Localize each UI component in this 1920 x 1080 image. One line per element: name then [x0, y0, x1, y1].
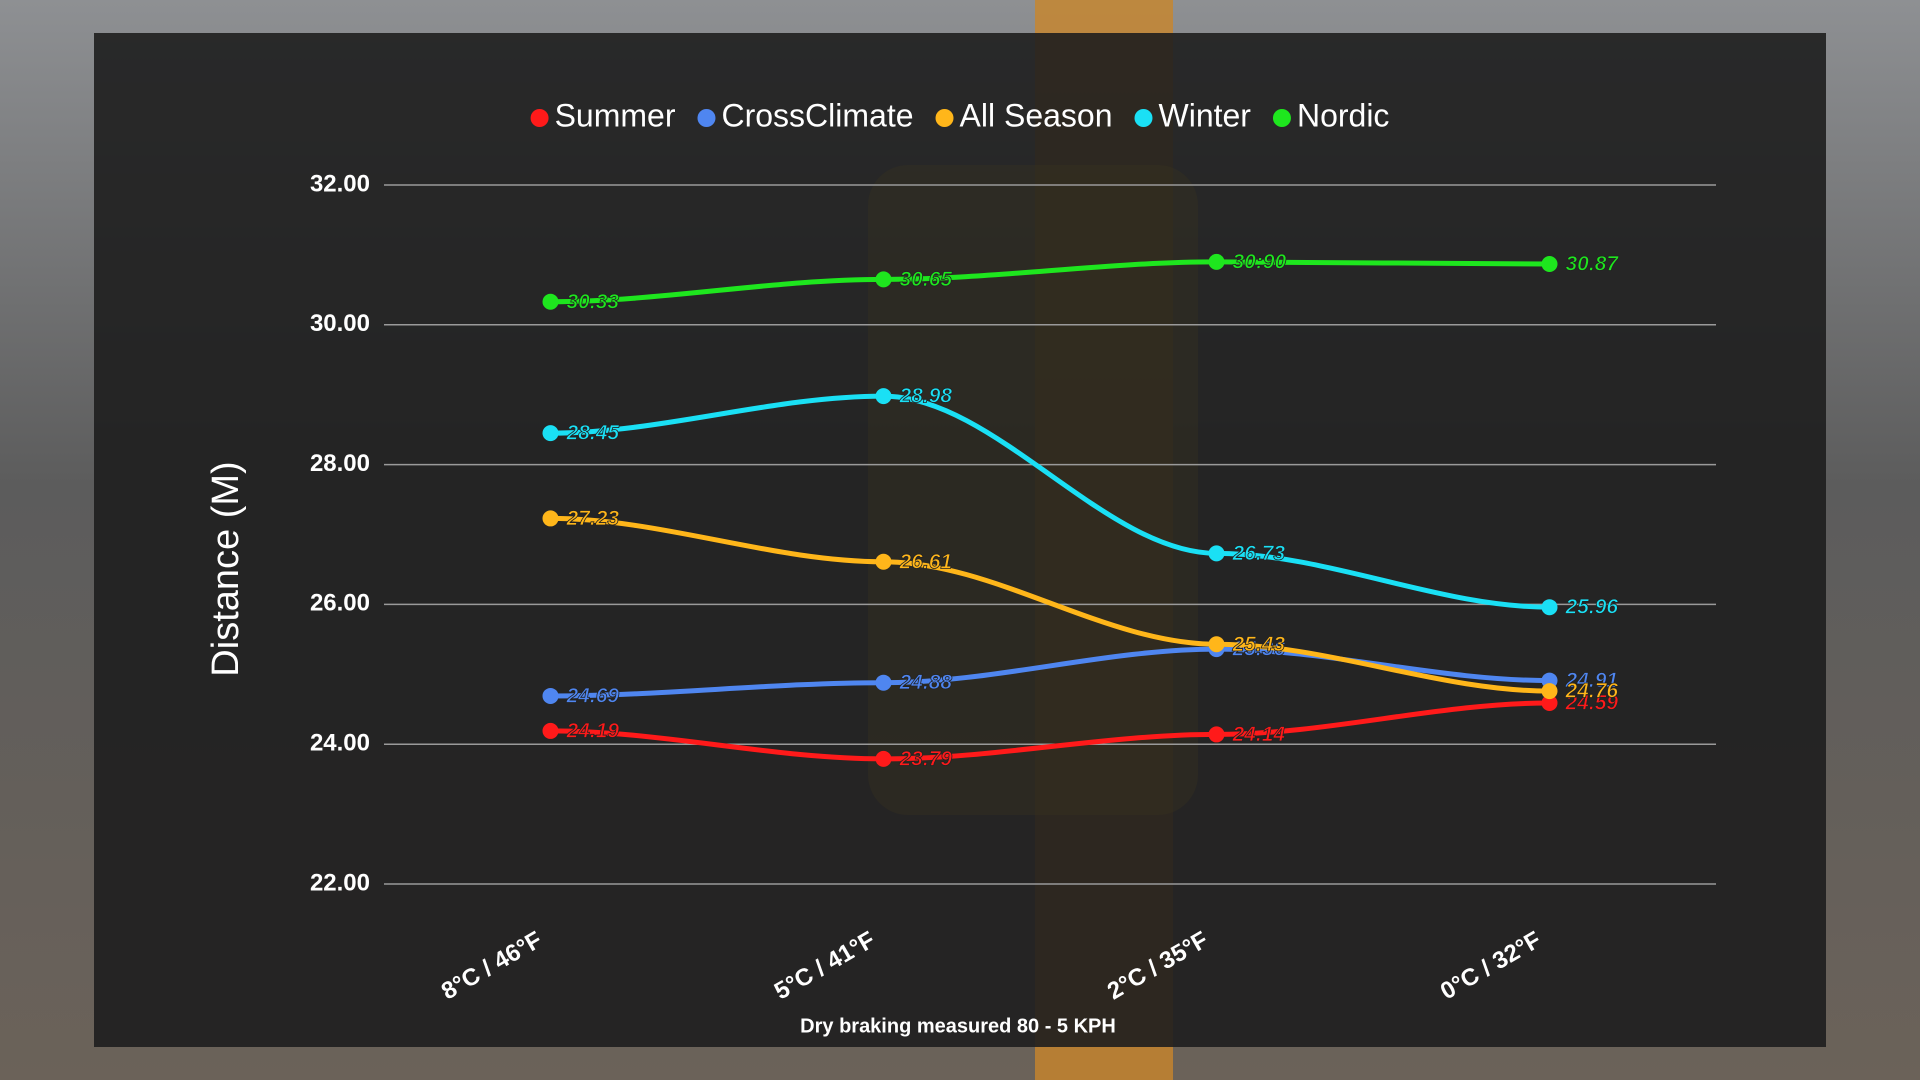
data-point — [542, 722, 559, 739]
y-tick-label: 32.00 — [310, 170, 370, 197]
data-label: 24.19 — [566, 719, 620, 742]
data-point — [1208, 545, 1225, 562]
data-label: 26.61 — [899, 550, 953, 573]
data-point — [875, 388, 892, 405]
data-point — [875, 271, 892, 288]
data-point — [875, 674, 892, 691]
line-series — [550, 393, 1550, 610]
line-series — [550, 646, 1550, 699]
y-tick-label: 30.00 — [310, 310, 370, 337]
legend-marker — [697, 109, 716, 127]
legend-label: All Season — [960, 97, 1113, 133]
line-series — [550, 515, 1550, 694]
data-point — [542, 293, 559, 310]
legend-label: Summer — [555, 97, 676, 133]
line-series — [550, 259, 1550, 305]
data-point — [1208, 636, 1225, 653]
data-label: 25.43 — [1232, 633, 1286, 656]
data-label: 30.87 — [1566, 253, 1620, 276]
legend-marker — [1272, 109, 1291, 127]
legend-label: Nordic — [1297, 97, 1389, 133]
data-label: 27.23 — [566, 507, 620, 530]
data-point — [875, 750, 892, 767]
data-point — [542, 510, 559, 527]
background-device — [868, 165, 1198, 815]
data-label: 24.88 — [899, 671, 953, 694]
data-label: 25.96 — [1565, 596, 1619, 619]
data-point — [1208, 726, 1225, 743]
data-point — [1541, 255, 1558, 272]
legend: Summer CrossClimate All Season Winter Nordic — [530, 97, 1389, 133]
data-label: 24.76 — [1565, 680, 1619, 703]
data-label: 30.33 — [567, 290, 620, 313]
legend-label: Winter — [1159, 97, 1252, 133]
data-point — [1541, 683, 1558, 700]
data-label: 26.73 — [1232, 542, 1286, 565]
data-label: 24.69 — [566, 685, 620, 708]
legend-marker — [935, 109, 954, 127]
data-label: 28.98 — [899, 385, 953, 408]
y-tick-label: 26.00 — [310, 590, 370, 617]
data-point — [1541, 599, 1558, 616]
data-label: 23.79 — [899, 747, 953, 770]
y-tick-label: 22.00 — [310, 869, 370, 896]
y-tick-label: 24.00 — [310, 730, 370, 757]
data-label: 24.91 — [1565, 669, 1619, 692]
y-axis-title: Distance (M) — [205, 461, 247, 676]
data-label: 28.45 — [566, 422, 620, 445]
y-tick-label: 28.00 — [310, 450, 370, 477]
legend-marker — [1134, 109, 1153, 127]
data-point — [1541, 694, 1558, 711]
data-label: 30:90 — [1233, 250, 1287, 273]
data-point — [542, 425, 559, 442]
data-label: 30.65 — [900, 268, 953, 291]
footnote: Dry braking measured 80 - 5 KPH — [800, 1015, 1116, 1037]
panel — [94, 33, 1826, 1047]
line-series — [550, 700, 1550, 762]
data-point — [1208, 253, 1225, 270]
legend-marker — [530, 109, 549, 127]
legend-label: CrossClimate — [721, 97, 913, 133]
data-label: 24.59 — [1565, 692, 1619, 715]
data-point — [542, 687, 559, 704]
data-label: 24.14 — [1232, 723, 1286, 746]
data-point — [875, 553, 892, 570]
